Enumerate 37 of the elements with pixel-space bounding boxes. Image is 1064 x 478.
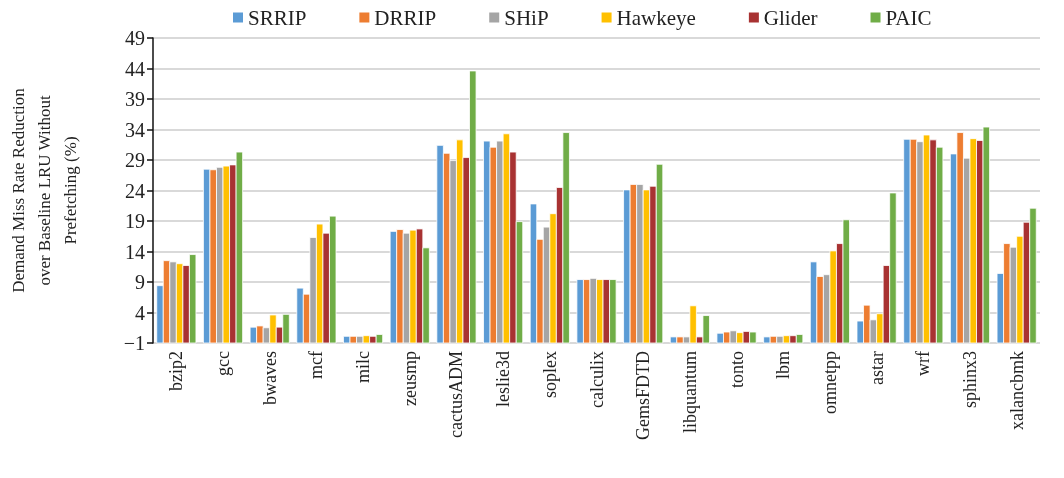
x-tick-label: zeusmp	[399, 351, 420, 406]
y-tick-label: 4	[135, 301, 145, 324]
x-tick-label: sphinx3	[959, 351, 980, 409]
y-tick-label: 9	[135, 271, 145, 293]
x-tick-label: milc	[353, 351, 374, 383]
y-tick-label: 14	[125, 240, 145, 263]
x-tick-label: wrf	[913, 351, 934, 376]
x-tick-label: tonto	[726, 351, 747, 389]
y-tick-label: −1	[123, 332, 145, 354]
x-tick-label: omnetpp	[819, 351, 840, 414]
legend-label: PAIC	[885, 5, 932, 30]
x-tick-label: cactusADM	[446, 351, 467, 438]
y-tick-label: 24	[125, 179, 145, 202]
x-tick-label: libquantum	[679, 351, 700, 433]
y-tick-label: 34	[125, 118, 145, 141]
x-tick-label: astar	[866, 351, 887, 385]
legend-label: SHiP	[504, 5, 549, 30]
legend-label: Glider	[763, 5, 818, 30]
x-tick-label: soplex	[539, 351, 560, 398]
x-tick-label: calculix	[586, 351, 607, 408]
x-tick-label: GemsFDTD	[633, 351, 654, 440]
x-tick-label: lbm	[773, 351, 794, 380]
x-tick-label: bzip2	[166, 351, 187, 391]
y-tick-label: 49	[125, 27, 145, 49]
y-tick-label: 29	[125, 149, 145, 171]
y-tick-label: 44	[125, 57, 145, 80]
x-tick-label: gcc	[213, 351, 234, 376]
legend-label: DRRIP	[374, 5, 437, 30]
y-tick-label: 19	[125, 210, 145, 232]
x-tick-label: xalancbmk	[1006, 351, 1027, 430]
y-axis-title: Demand Miss Rate Reduction over Baseline LRU Without Prefetching (%)	[8, 87, 80, 293]
y-tick-label: 39	[125, 88, 145, 110]
legend-label: Hawkeye	[616, 5, 696, 30]
x-tick-label: bwaves	[259, 351, 280, 405]
legend-label: SRRIP	[248, 5, 307, 30]
x-tick-label: leslie3d	[493, 351, 514, 407]
x-tick-label: mcf	[306, 350, 327, 379]
